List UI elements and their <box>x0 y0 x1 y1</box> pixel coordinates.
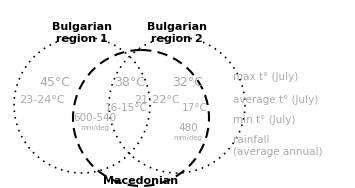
Text: 32°C: 32°C <box>173 76 203 89</box>
Text: max t° (July): max t° (July) <box>233 72 298 82</box>
Text: 16-15°C: 16-15°C <box>105 103 147 113</box>
Text: rainfall
(average annual): rainfall (average annual) <box>233 135 322 157</box>
Text: mm/deg: mm/deg <box>81 125 109 131</box>
Text: 38°C: 38°C <box>115 76 146 89</box>
Text: 45°C: 45°C <box>39 76 71 89</box>
Text: 480: 480 <box>178 123 198 133</box>
Text: 17°C: 17°C <box>182 103 208 113</box>
Text: Macedonian
region: Macedonian region <box>103 176 179 188</box>
Text: Bulgarian
region 2: Bulgarian region 2 <box>147 22 207 44</box>
Text: average t° (July): average t° (July) <box>233 95 318 105</box>
Text: mm/deg: mm/deg <box>174 135 202 141</box>
Text: Bulgarian
region 1: Bulgarian region 1 <box>52 22 112 44</box>
Text: 600-540: 600-540 <box>73 113 116 123</box>
Text: 21-22°C: 21-22°C <box>134 95 180 105</box>
Text: min t° (July): min t° (July) <box>233 115 295 125</box>
Text: 23-24°C: 23-24°C <box>19 95 65 105</box>
